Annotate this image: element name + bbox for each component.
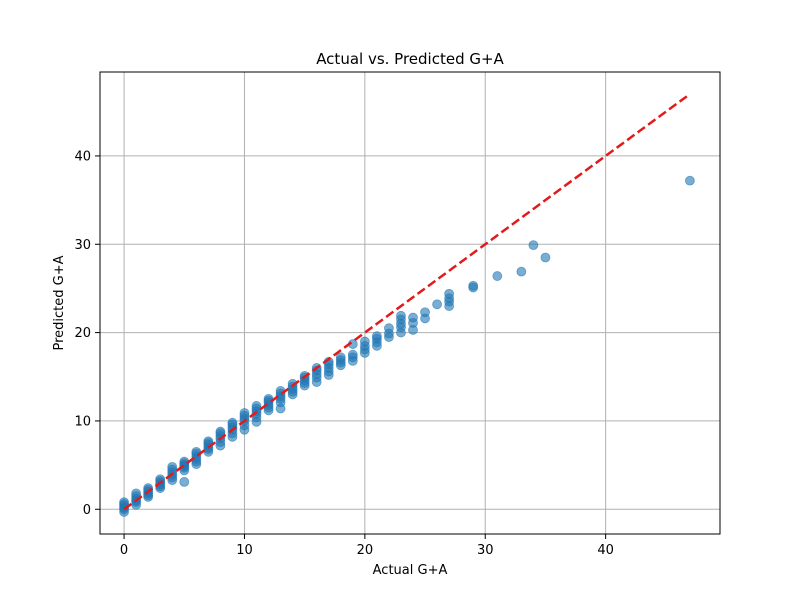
- data-point: [167, 461, 178, 472]
- data-point: [408, 312, 418, 323]
- data-point: [516, 266, 527, 277]
- data-point: [335, 352, 346, 363]
- data-points: [119, 175, 695, 517]
- x-tick-label: 40: [597, 543, 614, 558]
- data-point: [685, 175, 695, 186]
- data-point: [131, 488, 142, 499]
- data-point: [239, 408, 250, 418]
- data-point: [227, 417, 238, 428]
- data-point: [203, 436, 214, 447]
- grid: [100, 72, 720, 534]
- data-point: [384, 323, 394, 334]
- data-point: [371, 331, 382, 342]
- data-point: [444, 288, 455, 299]
- data-point: [492, 271, 503, 281]
- y-tick-label: 0: [83, 503, 91, 518]
- x-tick-label: 10: [236, 543, 253, 558]
- data-point: [540, 252, 551, 263]
- plot-frame: [99, 71, 721, 535]
- x-axis-label: Actual G+A: [373, 563, 448, 578]
- data-point: [528, 240, 539, 251]
- data-point: [420, 307, 430, 318]
- x-tick-label: 30: [477, 543, 494, 558]
- data-point: [359, 336, 370, 347]
- data-point: [251, 401, 262, 411]
- y-axis-label: Predicted G+A: [52, 255, 67, 350]
- y-tick-label: 10: [74, 414, 91, 429]
- x-tick-label: 0: [120, 543, 128, 558]
- chart-title: Actual vs. Predicted G+A: [316, 50, 504, 68]
- data-point: [119, 497, 129, 508]
- y-tick-label: 20: [74, 326, 91, 341]
- x-tick-label: 20: [357, 543, 374, 558]
- data-point: [215, 426, 226, 437]
- data-point: [347, 349, 358, 360]
- axis-ticks: 0 10 20 30 40 0 10 20 30 40: [74, 149, 613, 558]
- y-tick-label: 40: [74, 149, 91, 164]
- data-point: [179, 476, 190, 487]
- data-point: [432, 299, 442, 310]
- data-point: [468, 280, 479, 291]
- y-tick-label: 30: [74, 238, 91, 253]
- data-point: [396, 310, 406, 321]
